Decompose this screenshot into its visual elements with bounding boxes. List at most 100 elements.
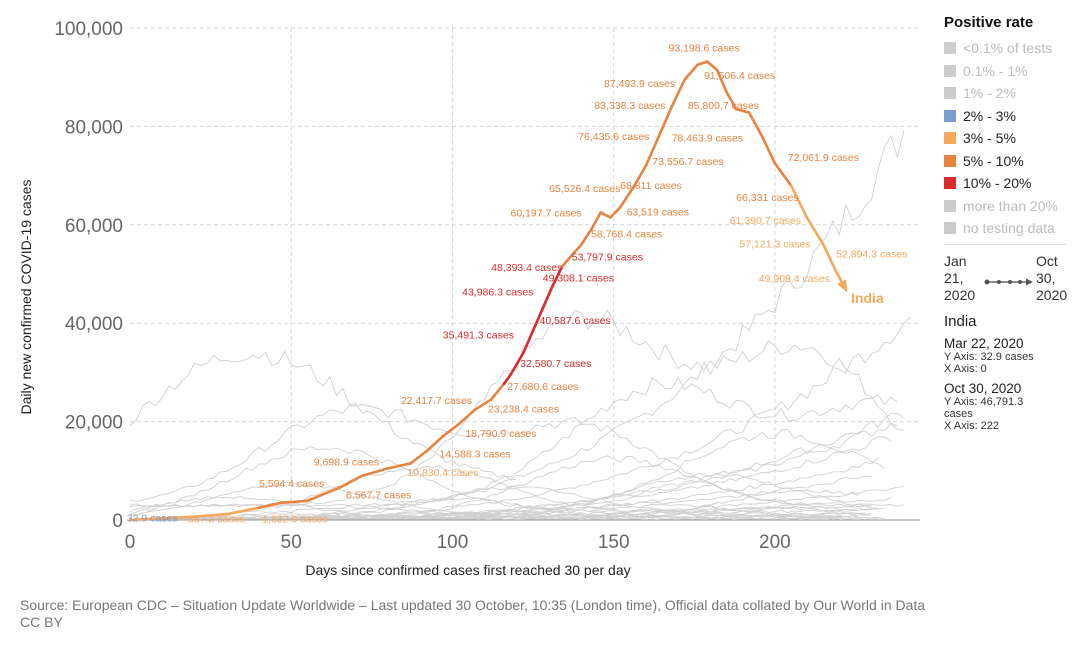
india-line-segment[interactable]	[489, 382, 506, 401]
value-annotation: 85,800.7 cases	[688, 100, 759, 112]
legend-item[interactable]: 3% - 5%	[944, 127, 1084, 150]
value-annotation: 58,768.4 cases	[591, 229, 662, 241]
value-annotation: 66,331 cases	[736, 192, 798, 204]
india-line-segment[interactable]	[773, 162, 793, 187]
timeline-start[interactable]: Jan 21, 2020	[944, 253, 978, 304]
india-line-segment[interactable]	[683, 63, 699, 81]
legend-swatch	[944, 64, 956, 77]
value-annotation: 52,894.3 cases	[836, 248, 907, 260]
source-note: Source: European CDC – Situation Update …	[20, 597, 926, 613]
timeline-end-date: Oct 30,	[1036, 252, 1058, 286]
background-country-line	[129, 481, 853, 518]
india-line-segment[interactable]	[441, 422, 461, 438]
legend-item[interactable]: 2% - 3%	[944, 105, 1084, 128]
india-line-segment[interactable]	[821, 243, 838, 273]
india-line-segment[interactable]	[473, 398, 493, 412]
legend-item[interactable]: <0.1% of tests	[944, 37, 1084, 60]
value-annotation: 72,061.9 cases	[788, 152, 859, 164]
india-line-segment[interactable]	[747, 111, 764, 138]
india-line-segment[interactable]	[409, 449, 428, 465]
legend-label: 10% - 20%	[963, 175, 1032, 192]
india-line-segment[interactable]	[560, 254, 574, 268]
legend-swatch	[944, 154, 956, 167]
india-line-segment[interactable]	[805, 216, 825, 246]
india-line-segment[interactable]	[705, 60, 719, 72]
india-line-segment[interactable]	[306, 486, 341, 503]
info-start-x: X Axis: 0	[944, 362, 987, 375]
background-country-line	[129, 309, 904, 508]
india-line-segment[interactable]	[541, 284, 554, 310]
legend-title: Positive rate	[944, 14, 1034, 31]
value-annotation: 6,567.7 cases	[346, 489, 411, 501]
timeline-handle-start[interactable]	[984, 279, 990, 284]
value-annotation: 76,435.6 cases	[578, 131, 649, 143]
india-line-segment[interactable]	[580, 228, 593, 246]
india-line-segment[interactable]	[599, 211, 612, 219]
india-line-segment[interactable]	[531, 307, 545, 332]
legend-swatch	[944, 42, 956, 55]
india-line-segment[interactable]	[522, 329, 535, 355]
india-line-segment[interactable]	[280, 499, 309, 505]
background-country-line	[129, 376, 898, 507]
india-line-segment[interactable]	[225, 506, 261, 516]
india-line-segment[interactable]	[715, 68, 728, 94]
india-line-segment[interactable]	[670, 78, 686, 109]
india-line-segment[interactable]	[644, 134, 661, 168]
india-line-segment[interactable]	[609, 206, 622, 219]
legend-item[interactable]: more than 20%	[944, 195, 1084, 218]
value-annotation: 48,393.4 cases	[491, 262, 562, 274]
y-tick-label: 60,000	[65, 216, 123, 237]
india-line-segment[interactable]	[589, 211, 603, 232]
y-tick-label: 20,000	[65, 413, 123, 434]
india-line-segment[interactable]	[618, 186, 635, 209]
india-line-segment[interactable]	[725, 90, 738, 111]
india-line-segment[interactable]	[760, 134, 777, 165]
legend-item[interactable]: 10% - 20%	[944, 172, 1084, 195]
india-line-segment[interactable]	[696, 60, 709, 67]
info-end-date: Oct 30, 2020	[944, 380, 1022, 396]
legend-label: 0.1% - 1%	[963, 62, 1028, 79]
india-line-segment[interactable]	[502, 373, 512, 386]
india-line-segment[interactable]	[360, 467, 390, 478]
legend-item[interactable]: 5% - 10%	[944, 150, 1084, 173]
india-line-segment[interactable]	[186, 512, 229, 519]
timeline-end[interactable]: Oct 30, 2020	[1036, 253, 1076, 304]
x-axis-label: Days since confirmed cases first reached…	[305, 562, 630, 578]
legend-item[interactable]: no testing data	[944, 217, 1084, 240]
india-series-label[interactable]: India	[851, 290, 884, 306]
timeline-handle-end[interactable]	[1026, 278, 1033, 285]
background-country-line	[130, 428, 885, 521]
timeline[interactable]: Jan 21, 2020 Oct 30, 2020	[944, 253, 1084, 307]
info-end: Oct 30, 2020 Y Axis: 46,791.3 cases X Ax…	[944, 381, 1084, 432]
legend-swatch	[944, 177, 956, 190]
timeline-dot	[997, 279, 1001, 284]
india-line-segment[interactable]	[425, 435, 445, 453]
india-line-segment[interactable]	[509, 351, 525, 377]
legend-items: <0.1% of tests 0.1% - 1% 1% - 2% 2% - 3% 3% …	[944, 37, 1084, 240]
x-tick-label: 100	[437, 532, 469, 553]
value-annotation: 1,832.9 cases	[262, 513, 327, 525]
y-tick-label: 40,000	[65, 314, 123, 335]
info-country: India	[944, 312, 977, 330]
india-line-segment[interactable]	[657, 105, 674, 138]
india-line-segment[interactable]	[789, 184, 809, 220]
legend-item[interactable]: 0.1% - 1%	[944, 60, 1084, 83]
legend-label: more than 20%	[963, 197, 1058, 214]
india-line-segment[interactable]	[457, 408, 477, 426]
legend-swatch	[944, 109, 956, 122]
legend-label: 2% - 3%	[963, 107, 1016, 124]
india-line-segment[interactable]	[386, 462, 412, 470]
india-line-segment[interactable]	[551, 265, 564, 288]
india-line-segment[interactable]	[128, 515, 190, 522]
india-line-segment[interactable]	[734, 107, 751, 114]
legend-item[interactable]: 1% - 2%	[944, 82, 1084, 105]
timeline-slider[interactable]	[984, 277, 1034, 287]
india-line-segment[interactable]	[631, 164, 648, 190]
y-tick-label: 0	[112, 511, 123, 532]
legend-label: 3% - 5%	[963, 130, 1016, 147]
india-line-segment[interactable]	[338, 474, 364, 489]
india-line-segment[interactable]	[570, 243, 583, 257]
x-tick-label: 150	[598, 532, 630, 553]
india-series[interactable]	[128, 60, 848, 522]
india-line-segment[interactable]	[257, 501, 283, 510]
